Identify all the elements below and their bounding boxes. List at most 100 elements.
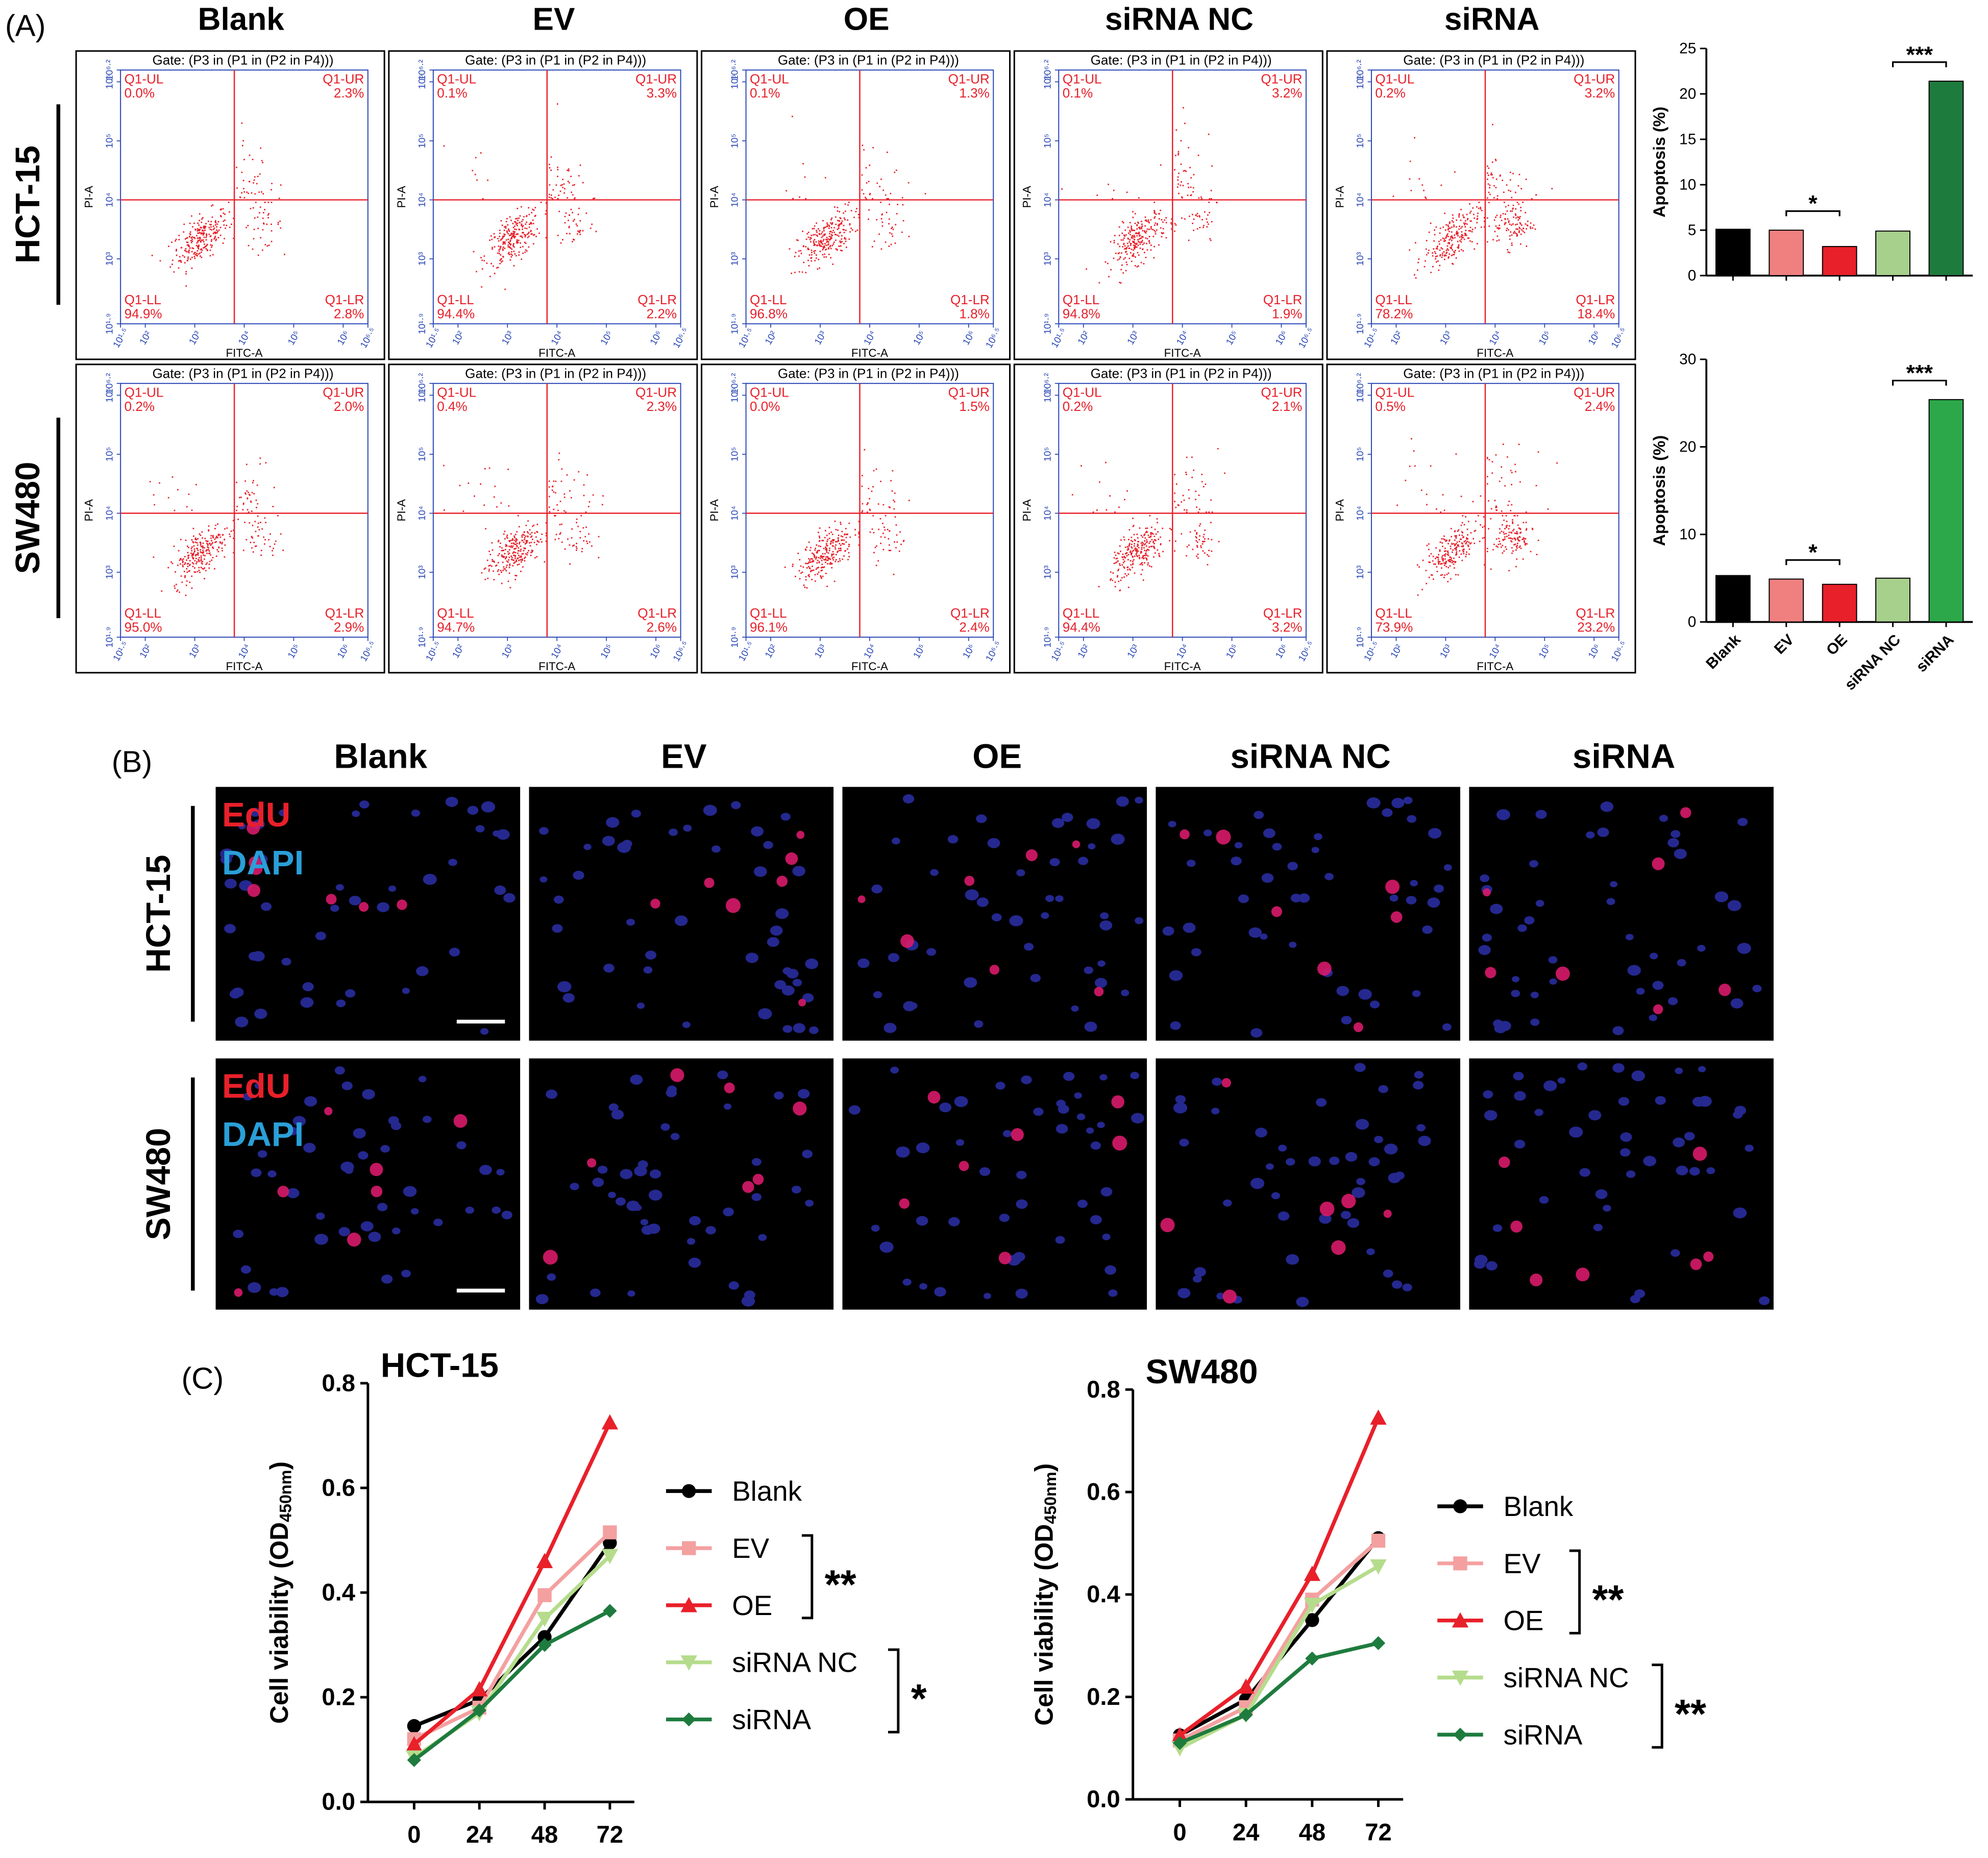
y-tick-label: 10⁶·²: [729, 60, 740, 81]
y-tick-label: 10⁴: [729, 192, 740, 207]
y-tick-label: 10⁶·²: [416, 373, 427, 394]
bar: [1715, 229, 1751, 276]
event-dots: [1086, 201, 1172, 284]
event-dots: [246, 201, 285, 256]
y-tick-label: 10⁴: [1355, 506, 1365, 521]
marker: [601, 1549, 619, 1564]
y-axis-label: PI-A: [395, 186, 408, 208]
quadrant-name: Q1-UR: [1261, 385, 1302, 400]
column-header: siRNA: [1573, 737, 1675, 775]
marker: [601, 1414, 619, 1430]
x-tick-label: 0: [1173, 1819, 1186, 1846]
micrograph: [529, 1058, 834, 1310]
y-axis-label: PI-A: [82, 499, 95, 522]
y-axis-label: PI-A: [82, 186, 95, 208]
significance-label: ***: [1906, 42, 1933, 67]
y-tick-label: 10¹·⁹: [1355, 313, 1365, 334]
y-tick-label: 10⁴: [729, 506, 740, 521]
y-tick-label: 10⁶: [1355, 75, 1365, 89]
marker: [1304, 1598, 1320, 1613]
quadrant-name: Q1-LR: [950, 605, 990, 621]
quadrant-name: Q1-LL: [437, 605, 474, 621]
y-axis-label: Apoptosis (%): [1650, 435, 1668, 546]
y-tick-label: 25: [1679, 40, 1696, 57]
gate-label: Gate: (P3 in (P1 in (P2 in P4))): [778, 52, 959, 67]
y-axis-label: PI-A: [395, 499, 408, 522]
micrograph: [215, 787, 521, 1041]
quadrant-value: 94.4%: [1063, 619, 1100, 634]
quadrant-name: Q1-UR: [323, 385, 364, 400]
series-line: [413, 1531, 611, 1741]
legend-label: OE: [732, 1590, 772, 1621]
marker: [1171, 1727, 1188, 1743]
quadrant-value: 0.0%: [750, 399, 780, 414]
y-tick-label: 10⁶·²: [104, 60, 114, 81]
bar: [1769, 578, 1804, 623]
stain-label: DAPI: [222, 1115, 304, 1154]
y-tick-label: 10⁶·²: [1355, 60, 1365, 81]
micrograph: [1156, 1058, 1460, 1310]
quadrant-value: 2.9%: [334, 619, 364, 634]
y-tick-label: 10¹·⁹: [416, 627, 427, 648]
quadrant-name: Q1-LR: [1263, 605, 1303, 621]
significance-label: *: [1808, 191, 1818, 216]
plot-frame: [1326, 363, 1636, 674]
quadrant-value: 23.2%: [1577, 619, 1615, 634]
quadrant-name: Q1-UR: [635, 385, 677, 400]
legend-label: siRNA NC: [732, 1647, 857, 1678]
y-tick-label: 10⁵: [1042, 134, 1052, 148]
y-axis-label-part: ): [265, 1461, 293, 1470]
event-dots: [557, 207, 597, 244]
quadrant-name: Q1-LL: [437, 292, 474, 307]
y-tick-label: 10⁶·²: [1042, 373, 1052, 394]
quadrant-name: Q1-UL: [1063, 385, 1102, 400]
quadrant-name: Q1-UL: [1375, 71, 1414, 87]
marker: [1452, 1670, 1469, 1686]
quadrant-value: 0.0%: [125, 85, 155, 101]
quadrant-value: 2.4%: [1585, 399, 1615, 414]
event-dots: [153, 520, 234, 596]
y-tick-label: 10⁵: [1042, 447, 1052, 461]
legend-label: siRNA: [732, 1704, 811, 1735]
y-axis-label: Apoptosis (%): [1650, 107, 1668, 217]
x-tick-label: 24: [1233, 1819, 1260, 1846]
gate-label: Gate: (P3 in (P1 in (P2 in P4))): [1091, 365, 1272, 381]
legend-label: OE: [1503, 1605, 1543, 1636]
series-line: [412, 1422, 612, 1746]
marker: [1453, 1556, 1467, 1571]
quadrant-value: 95.0%: [125, 619, 162, 634]
quadrant-name: Q1-UR: [323, 71, 364, 87]
y-tick-label: 5: [1688, 222, 1697, 238]
row-label: HCT-15: [139, 855, 178, 973]
row-label: SW480: [139, 1128, 178, 1240]
quadrant-name: Q1-UL: [437, 385, 476, 400]
quadrant-value: 3.2%: [1272, 85, 1302, 101]
significance-label: ***: [1906, 360, 1933, 386]
quadrant-value: 1.8%: [959, 306, 989, 321]
quadrant-value: 3.2%: [1585, 85, 1615, 101]
y-tick-label: 10⁶·²: [1355, 373, 1365, 394]
marker: [1452, 1612, 1469, 1628]
significance-bracket: [1785, 559, 1840, 566]
y-tick-label: 10¹·⁹: [416, 313, 427, 334]
y-tick-label: 10⁶·²: [729, 373, 740, 394]
bar: [1875, 230, 1910, 276]
row-label: HCT-15: [9, 145, 47, 263]
significance-bracket: [1785, 210, 1840, 216]
plot-frame: [388, 363, 698, 674]
marker: [536, 1611, 553, 1627]
y-axis-label: PI-A: [1333, 499, 1346, 522]
y-tick-label: 10³: [104, 566, 114, 579]
y-axis-label: PI-A: [1333, 186, 1346, 208]
marker: [1304, 1566, 1320, 1581]
event-dots: [1486, 201, 1536, 254]
x-tick-label: 72: [597, 1821, 624, 1848]
column-header: OE: [844, 2, 890, 37]
quadrant-name: Q1-UL: [750, 385, 789, 400]
quadrant-value: 3.2%: [1272, 619, 1302, 634]
quadrant-value: 2.4%: [959, 619, 989, 634]
gate-label: Gate: (P3 in (P1 in (P2 in P4))): [1403, 52, 1584, 67]
quadrant-value: 2.3%: [647, 399, 677, 414]
y-tick-label: 0.0: [322, 1789, 355, 1816]
